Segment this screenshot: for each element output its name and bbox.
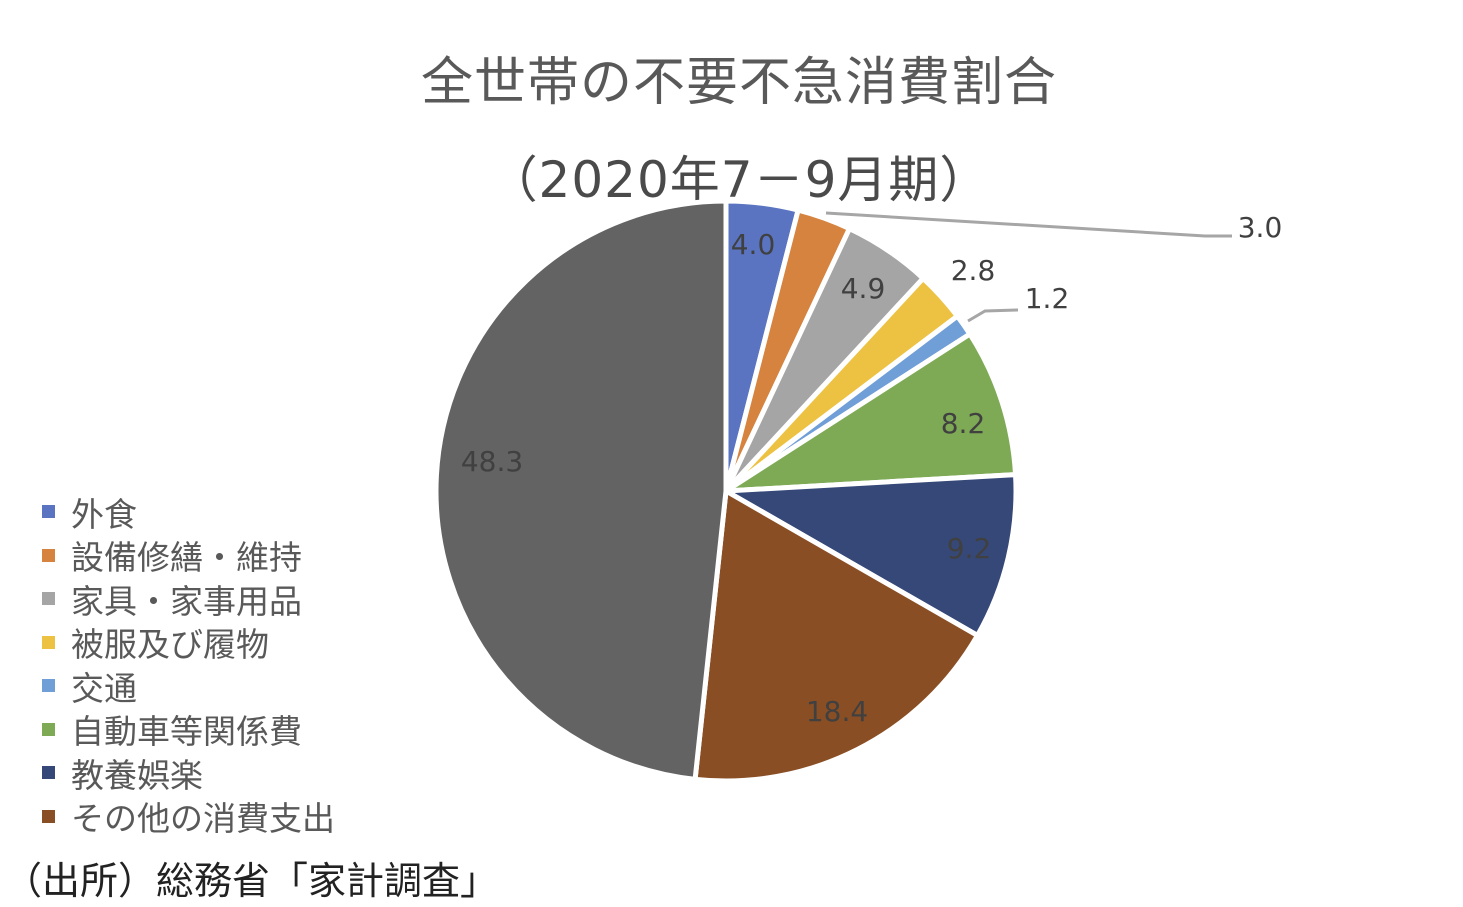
legend-label: 設備修繕・維持	[71, 538, 302, 578]
data-label: 9.2	[947, 532, 992, 565]
legend-item: 教養娯楽	[42, 751, 335, 795]
pie-slice	[717, 471, 1019, 639]
data-label: 4.9	[841, 272, 886, 305]
data-label: 2.8	[951, 254, 996, 287]
legend-swatch	[42, 635, 55, 649]
legend-item: 外食	[42, 490, 335, 534]
legend: 外食 設備修繕・維持 家具・家事用品 被服及び履物 交通 自動車等関係費 教養娯…	[42, 490, 335, 838]
chart-title: 全世帯の不要不急消費割合	[420, 53, 1057, 113]
legend-label: 交通	[71, 668, 137, 708]
legend-swatch	[42, 809, 55, 823]
data-label: 8.2	[941, 407, 986, 440]
legend-swatch	[42, 548, 55, 562]
pie-slice	[716, 330, 1019, 495]
leader-line	[825, 211, 1232, 238]
legend-swatch	[42, 766, 55, 780]
legend-swatch	[42, 679, 55, 693]
legend-item: その他の消費支出	[42, 795, 335, 839]
data-label: 1.2	[1025, 282, 1070, 315]
legend-item: 家具・家事用品	[42, 577, 335, 621]
legend-item: 被服及び履物	[42, 621, 335, 665]
data-label: 3.0	[1238, 211, 1283, 244]
leader-line	[967, 308, 1019, 323]
legend-label: 自動車等関係費	[71, 712, 302, 752]
legend-label: 家具・家事用品	[71, 581, 302, 621]
source-note: （出所）総務省「家計調査」	[4, 859, 499, 903]
legend-item: 自動車等関係費	[42, 708, 335, 752]
legend-label: 教養娯楽	[71, 755, 203, 795]
data-label: 48.3	[461, 445, 523, 478]
pie-slice	[433, 198, 729, 783]
legend-label: その他の消費支出	[71, 799, 335, 839]
legend-swatch	[42, 505, 55, 519]
legend-item: 設備修繕・維持	[42, 534, 335, 578]
legend-swatch	[42, 592, 55, 606]
legend-label: 被服及び履物	[71, 625, 269, 665]
data-label: 18.4	[806, 695, 868, 728]
legend-swatch	[42, 722, 55, 736]
legend-item: 交通	[42, 664, 335, 708]
data-label: 4.0	[731, 228, 776, 261]
legend-label: 外食	[71, 494, 137, 534]
pie-slice	[692, 486, 981, 784]
